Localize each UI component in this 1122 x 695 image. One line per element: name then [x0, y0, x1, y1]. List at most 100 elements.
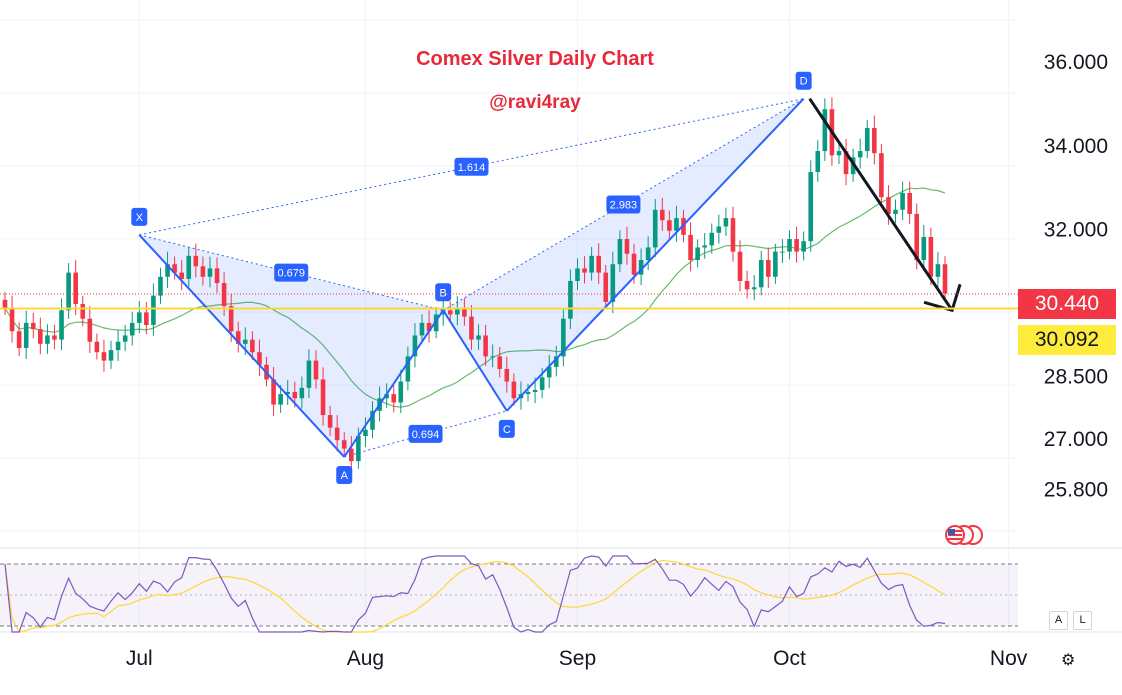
candle-body — [186, 255, 192, 279]
candle-body — [94, 341, 100, 353]
candle-body — [504, 368, 510, 382]
us-flag-icon[interactable] — [936, 524, 984, 546]
pattern-point-bg — [498, 419, 515, 438]
candle-body — [412, 335, 418, 357]
candle-body — [221, 283, 227, 307]
trend-arrow-line — [808, 97, 954, 312]
candle-body — [327, 415, 333, 428]
candle-body — [716, 226, 722, 233]
candle-body — [87, 318, 93, 342]
candle-body — [349, 448, 354, 462]
candle-body — [822, 109, 828, 152]
candle-body — [624, 239, 630, 254]
candle-body — [115, 341, 121, 351]
candle-body — [617, 239, 623, 265]
candle-body — [151, 295, 156, 325]
pattern-point-label: B — [440, 287, 447, 299]
candle-body — [462, 308, 467, 317]
y-tick-label: 27.000 — [1044, 428, 1108, 451]
candle-body — [645, 247, 651, 261]
candle-body — [674, 218, 679, 231]
ratio-label: 0.679 — [277, 268, 305, 280]
candle-body — [695, 247, 700, 261]
candle-body — [285, 392, 291, 395]
chart-title: Comex Silver Daily Chart — [416, 48, 654, 70]
candle-body — [667, 220, 672, 231]
candle-body — [751, 287, 757, 290]
candle-body — [320, 379, 326, 416]
candle-body — [568, 280, 573, 319]
candle-body — [440, 310, 446, 315]
pattern-point-bg — [131, 207, 148, 226]
candle-body — [476, 335, 481, 340]
rsi-line — [4, 555, 946, 633]
settings-gear-icon[interactable]: ⚙ — [1061, 652, 1076, 669]
candle-body — [235, 331, 241, 344]
candle-body — [200, 266, 206, 277]
x-tick-label: Aug — [347, 647, 384, 670]
log-scale-button[interactable]: L — [1073, 611, 1092, 630]
candle-body — [659, 209, 665, 221]
candle-body — [780, 251, 785, 253]
candle-body — [299, 387, 305, 399]
candle-body — [610, 264, 616, 302]
candle-body — [787, 239, 792, 252]
candle-body — [172, 264, 177, 273]
candle-body — [214, 268, 220, 284]
auto-scale-button[interactable]: A — [1049, 611, 1068, 630]
candle-body — [38, 329, 43, 344]
candle-body — [426, 322, 432, 332]
candle-body — [16, 331, 22, 349]
candle-body — [914, 213, 920, 261]
candle-body — [907, 192, 912, 214]
trend-arrow-head — [923, 283, 962, 313]
candle-body — [553, 356, 559, 367]
candle-body — [363, 429, 368, 437]
candle-body — [250, 339, 255, 353]
candle-body — [9, 308, 15, 332]
rsi-ma-line — [4, 559, 946, 633]
candle-body — [80, 304, 86, 319]
candle-body — [928, 236, 934, 277]
candle-body — [45, 335, 50, 344]
candle-body — [52, 335, 57, 340]
candle-body — [122, 335, 128, 342]
candle-body — [30, 322, 36, 330]
ratio-label-bg — [408, 424, 443, 443]
candle-body — [341, 440, 347, 449]
candle-body — [278, 394, 283, 405]
candle-body — [271, 379, 276, 405]
candle-body — [808, 172, 814, 242]
candle-body — [532, 389, 538, 393]
x-tick-label: Nov — [990, 647, 1028, 670]
candle-body — [652, 209, 658, 248]
candle-body — [136, 312, 142, 323]
candle-body — [419, 322, 425, 336]
candle-body — [631, 253, 637, 275]
y-tick-label: 28.500 — [1044, 365, 1108, 388]
candle-body — [773, 251, 778, 277]
candle-body — [23, 322, 29, 349]
pattern-ratio-line — [139, 98, 804, 236]
candle-body — [794, 239, 799, 252]
candle-body — [59, 310, 64, 340]
candle-body — [243, 339, 248, 344]
chart-subtitle: @ravi4ray — [489, 92, 581, 113]
candle-body — [447, 310, 453, 315]
pattern-point-label: X — [136, 212, 144, 224]
pattern-point-label: D — [800, 76, 808, 88]
current-price-label: 30.440 — [1018, 289, 1116, 319]
candle-body — [893, 209, 898, 214]
candle-body — [872, 128, 877, 154]
ratio-label: 1.614 — [458, 162, 486, 174]
candle-body — [398, 381, 404, 403]
candle-body — [306, 360, 312, 388]
pattern-ratio-line — [344, 410, 507, 458]
candle-body — [228, 306, 234, 332]
pattern-point-bg — [336, 465, 353, 484]
candle-body — [836, 151, 842, 156]
pattern-leg — [506, 98, 805, 412]
x-tick-label: Oct — [773, 647, 806, 670]
